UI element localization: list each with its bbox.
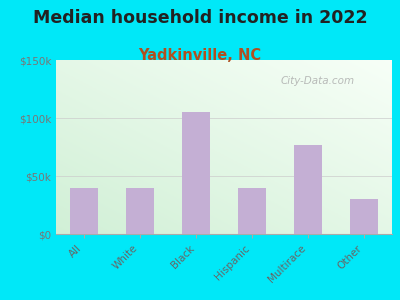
Bar — [182, 112, 210, 234]
Bar — [350, 199, 378, 234]
Text: Yadkinville, NC: Yadkinville, NC — [138, 48, 262, 63]
Bar — [70, 188, 98, 234]
Text: Median household income in 2022: Median household income in 2022 — [33, 9, 367, 27]
Bar — [294, 145, 322, 234]
Text: City-Data.com: City-Data.com — [281, 76, 355, 86]
Bar — [126, 188, 154, 234]
Bar — [238, 188, 266, 234]
